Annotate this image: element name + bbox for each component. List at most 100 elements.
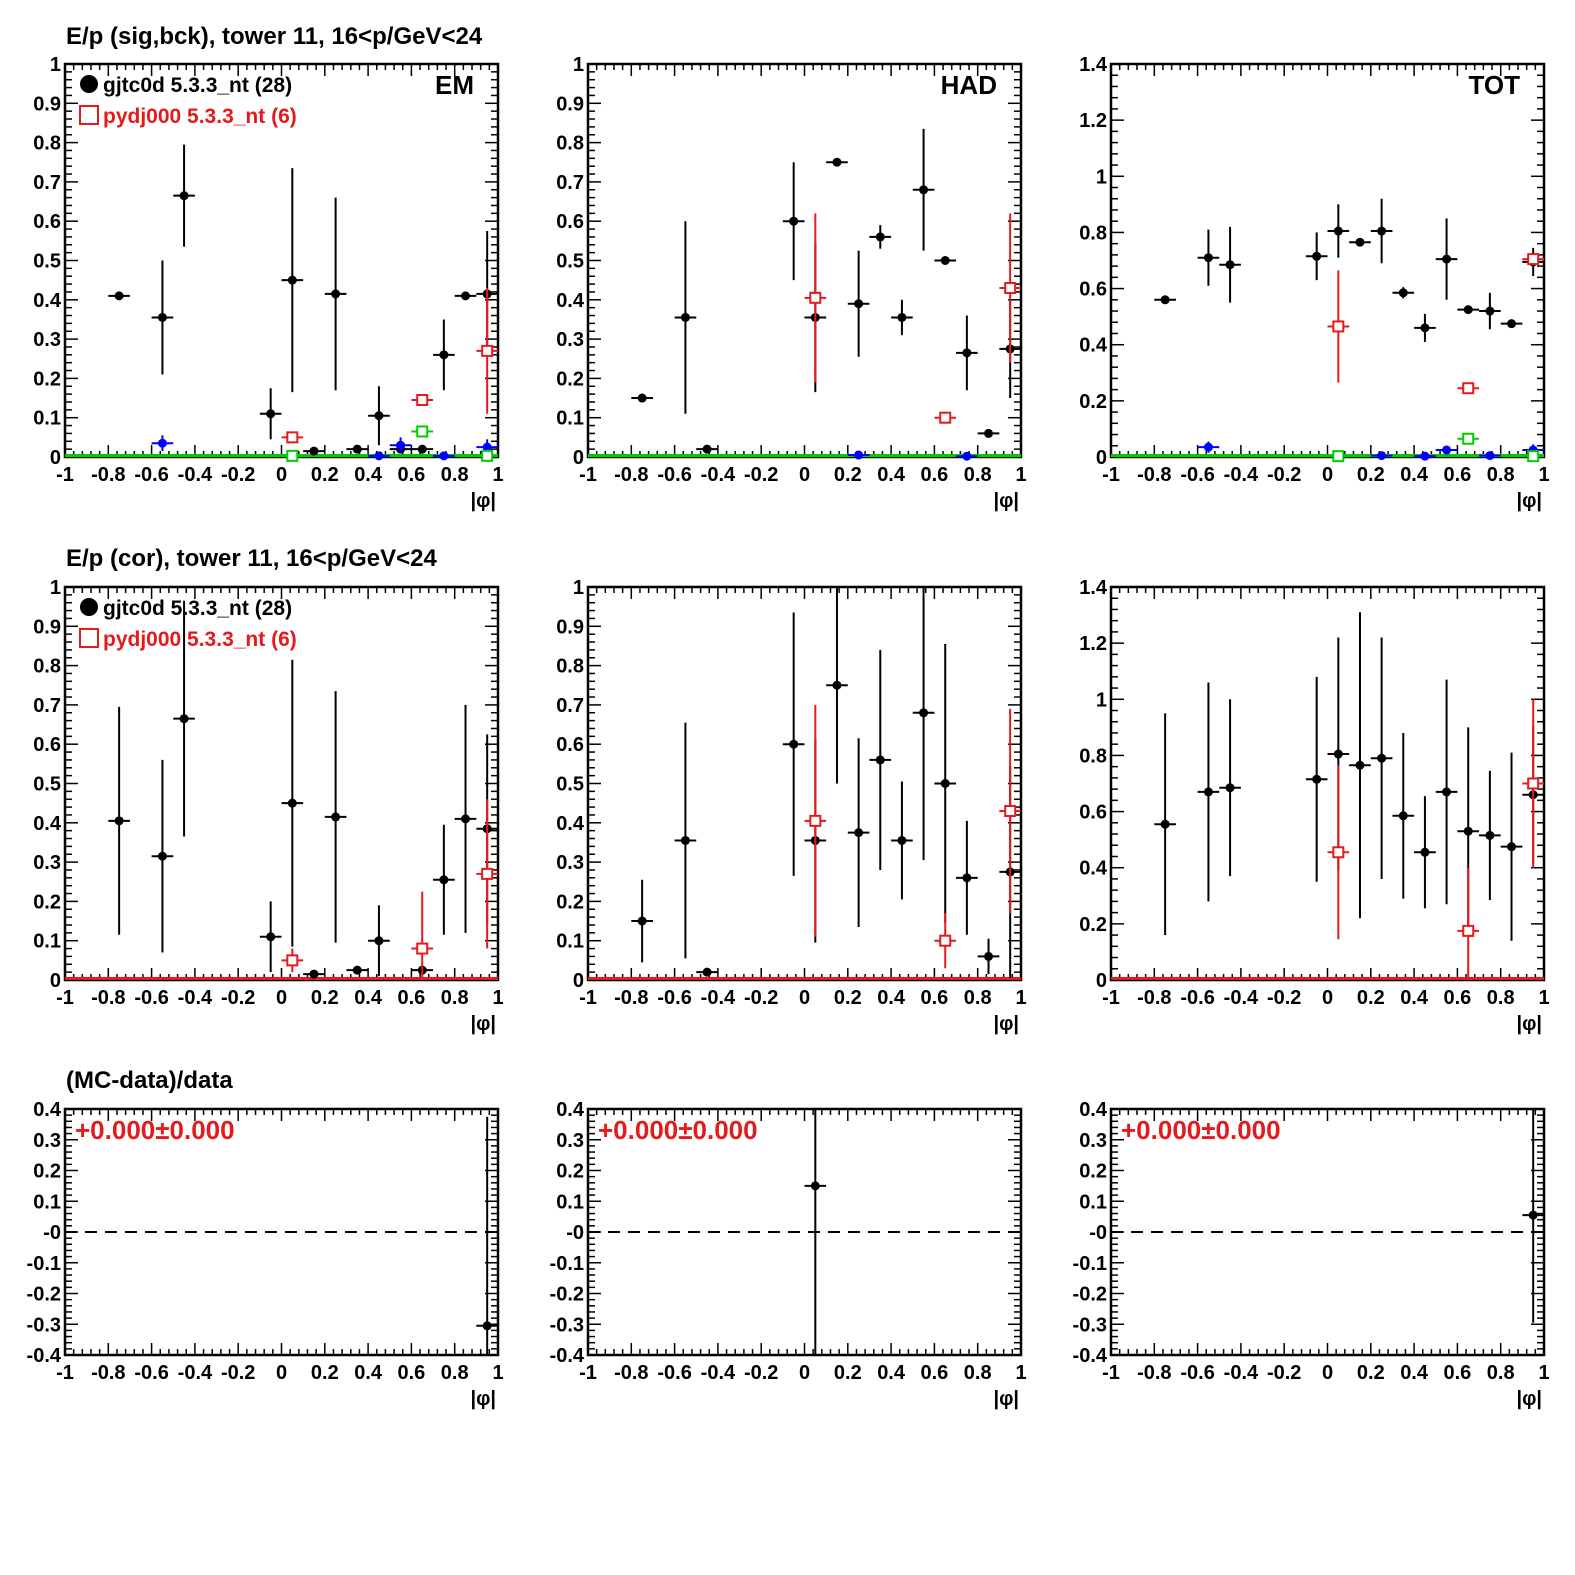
data-point: [897, 835, 907, 845]
y-tick-label: -0.2: [550, 1284, 584, 1306]
x-tick-label: 0.8: [1487, 1362, 1515, 1384]
x-tick-label: -0.4: [178, 1362, 213, 1384]
data-point: [374, 451, 384, 461]
x-tick-label: 0.2: [1357, 464, 1385, 486]
data-point: [1332, 320, 1345, 333]
chart-panel-4: -1 -0.8 -0.6 -0.4 -0.2 0 0.2 0.4 0.6 0.8 1 0 0.1 0.2 0…: [33, 577, 503, 1035]
x-tick-label: 0: [799, 1362, 810, 1384]
data-point: [1203, 787, 1213, 797]
data-point: [416, 942, 429, 955]
x-tick-label: -1: [56, 987, 74, 1009]
data-point: [439, 451, 449, 461]
x-tick-label: -0.2: [1267, 1362, 1301, 1384]
x-tick-label: 0.2: [311, 1362, 339, 1384]
x-tick-label: -0.8: [1137, 1362, 1171, 1384]
x-tick-label: 0.8: [441, 1362, 469, 1384]
x-tick-label: 0.4: [1400, 1362, 1429, 1384]
data-point: [919, 708, 929, 718]
y-tick-label: 0.2: [1079, 914, 1107, 936]
y-tick-label: 0.5: [556, 774, 584, 796]
data-point: [1442, 254, 1452, 264]
data-point: [1462, 432, 1475, 445]
y-tick-label: 0.9: [33, 93, 61, 115]
y-tick-label: 0.1: [556, 408, 584, 430]
x-tick-label: 0.6: [920, 987, 948, 1009]
data-point: [875, 232, 885, 242]
data-point: [939, 411, 952, 424]
y-tick-label: 0.4: [1079, 858, 1108, 880]
data-point: [940, 256, 950, 265]
y-tick-label: 0.4: [33, 813, 62, 835]
legend-marker-data: [80, 75, 98, 93]
legend-marker-mc: [79, 105, 99, 125]
x-tick-label: -1: [56, 1362, 74, 1384]
data-point: [897, 312, 907, 322]
data-point: [637, 393, 647, 403]
data-point: [875, 755, 885, 765]
y-tick-label: 1: [573, 54, 584, 76]
data-point: [1333, 226, 1343, 236]
y-tick-label: 0.3: [33, 852, 61, 874]
y-tick-label: -0: [1089, 1222, 1107, 1244]
row-title-1: E/p (sig,bck), tower 11, 16<p/GeV<24: [66, 23, 483, 50]
data-point: [1332, 846, 1345, 859]
data-point: [1398, 811, 1408, 821]
data-point: [157, 438, 167, 448]
y-tick-label: 0.3: [1079, 1130, 1107, 1152]
data-point: [637, 916, 647, 926]
y-tick-label: 0.1: [33, 931, 61, 953]
x-tick-label: 0.8: [964, 464, 992, 486]
y-tick-label: 1: [50, 577, 61, 599]
x-axis-label: |φ|: [471, 1388, 497, 1410]
data-point: [417, 444, 427, 454]
data-point: [1312, 774, 1322, 784]
x-tick-label: -0.6: [1180, 1362, 1214, 1384]
data-point: [1004, 805, 1017, 818]
x-tick-label: -0.2: [744, 1362, 778, 1384]
y-tick-label: 0.8: [33, 656, 61, 678]
y-tick-label: 1.2: [1079, 633, 1107, 655]
data-point: [416, 425, 429, 438]
y-tick-label: 0: [1096, 970, 1107, 992]
y-tick-label: 0: [573, 447, 584, 469]
data-point: [1462, 924, 1475, 937]
y-tick-label: 0.1: [556, 1191, 584, 1213]
data-point: [481, 344, 494, 357]
data-point: [1355, 237, 1365, 247]
y-tick-label: 0.2: [33, 1161, 61, 1183]
x-tick-label: 0.8: [441, 464, 469, 486]
data-point: [680, 312, 690, 322]
ratio-annotation: +0.000±0.000: [75, 1115, 235, 1145]
x-tick-label: -1: [579, 464, 597, 486]
data-point: [331, 812, 341, 822]
data-point: [919, 185, 929, 195]
x-tick-label: 1: [1015, 464, 1026, 486]
ratio-annotation: +0.000±0.000: [1121, 1115, 1281, 1145]
x-axis-label: |φ|: [994, 490, 1020, 512]
y-tick-label: -0.3: [1073, 1314, 1107, 1336]
data-point: [266, 409, 276, 419]
y-tick-label: 0.3: [556, 1130, 584, 1152]
data-point: [286, 431, 299, 444]
y-tick-label: 0.4: [33, 290, 62, 312]
x-tick-label: 0: [276, 464, 287, 486]
x-tick-label: 0: [799, 464, 810, 486]
x-tick-label: -0.2: [744, 987, 778, 1009]
y-tick-label: -0.4: [27, 1345, 62, 1367]
y-tick-label: 0.2: [556, 368, 584, 390]
x-tick-label: -0.4: [701, 464, 736, 486]
x-tick-label: -0.6: [657, 987, 691, 1009]
x-tick-label: 0.6: [920, 1362, 948, 1384]
x-tick-label: 1: [1538, 987, 1549, 1009]
x-axis-label: |φ|: [471, 490, 497, 512]
y-tick-label: 0.9: [556, 616, 584, 638]
data-point: [1004, 282, 1017, 295]
data-point: [309, 969, 319, 979]
y-tick-label: 0.3: [556, 852, 584, 874]
data-point: [1507, 842, 1517, 852]
x-tick-label: 0.4: [1400, 464, 1429, 486]
y-tick-label: 1: [573, 577, 584, 599]
data-point: [1420, 451, 1430, 461]
x-tick-label: 1: [1015, 1362, 1026, 1384]
data-point: [287, 798, 297, 808]
